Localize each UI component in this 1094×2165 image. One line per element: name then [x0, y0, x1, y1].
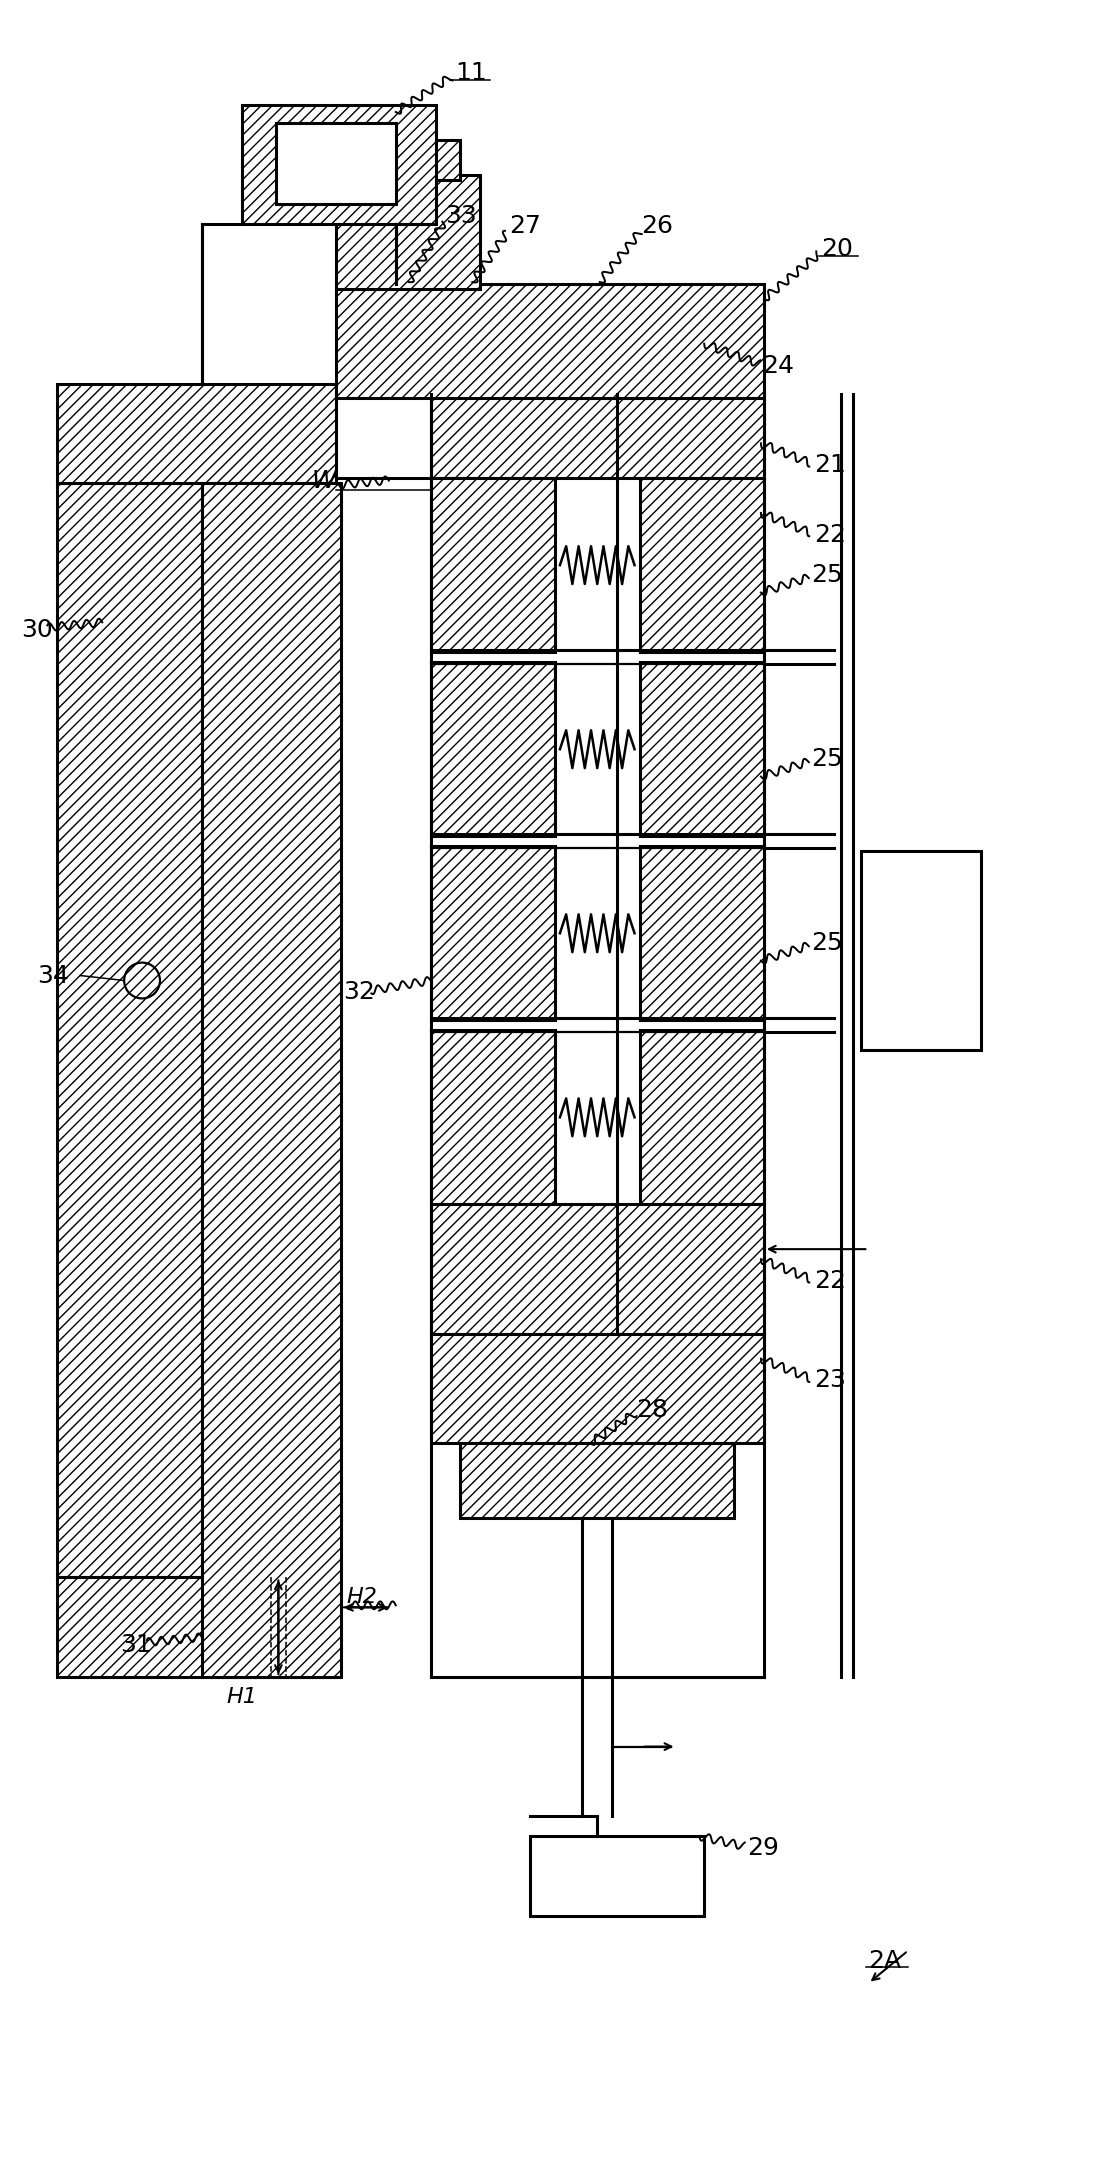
Text: 32: 32: [344, 981, 375, 1005]
Bar: [640, 478, 764, 652]
Bar: [550, 333, 670, 398]
Text: W: W: [311, 470, 336, 494]
Bar: [431, 1031, 555, 1204]
Text: 27: 27: [509, 214, 542, 238]
Bar: [242, 104, 435, 225]
Bar: [431, 394, 764, 478]
Text: 33: 33: [445, 204, 477, 229]
Bar: [201, 483, 341, 1678]
Text: 29: 29: [747, 1836, 779, 1860]
Bar: [431, 1204, 764, 1334]
Bar: [640, 847, 764, 1020]
Text: 31: 31: [120, 1632, 152, 1656]
Text: 25: 25: [811, 563, 842, 587]
Text: H1: H1: [226, 1687, 257, 1706]
Bar: [58, 483, 201, 1578]
Text: 30: 30: [21, 619, 53, 643]
Bar: [861, 851, 981, 1050]
Text: 23: 23: [814, 1368, 846, 1392]
Bar: [336, 284, 764, 398]
Text: 22: 22: [814, 522, 846, 548]
Bar: [640, 662, 764, 836]
Bar: [431, 1334, 764, 1444]
Text: 11: 11: [455, 61, 487, 84]
Text: 21: 21: [814, 452, 846, 476]
Text: 34: 34: [37, 963, 70, 987]
Bar: [351, 141, 461, 180]
Bar: [431, 478, 555, 652]
Text: 25: 25: [811, 931, 842, 955]
Bar: [277, 123, 396, 204]
Text: 26: 26: [641, 214, 674, 238]
Bar: [431, 847, 555, 1020]
Bar: [640, 1031, 764, 1204]
Bar: [531, 1836, 705, 1916]
Text: 2A: 2A: [869, 1948, 901, 1972]
Bar: [336, 175, 480, 290]
Text: 24: 24: [761, 353, 794, 377]
Text: 22: 22: [814, 1269, 846, 1293]
Text: H2: H2: [346, 1587, 377, 1606]
Text: 28: 28: [637, 1399, 668, 1422]
Bar: [58, 383, 336, 483]
Text: 20: 20: [822, 238, 853, 262]
Bar: [461, 1444, 734, 1518]
Text: 25: 25: [811, 747, 842, 771]
Bar: [431, 662, 555, 836]
Bar: [58, 1578, 336, 1678]
